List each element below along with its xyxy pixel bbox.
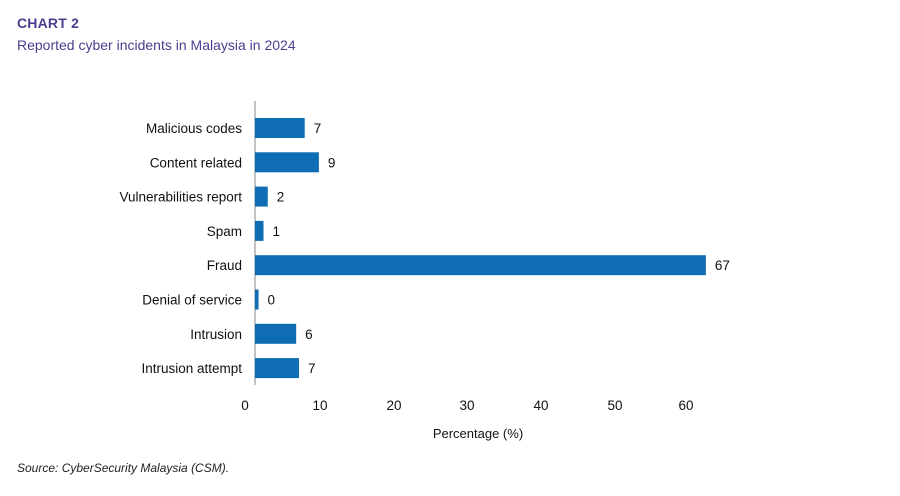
bar bbox=[255, 152, 319, 173]
data-label: 1 bbox=[273, 224, 281, 239]
category-label: Intrusion attempt bbox=[141, 361, 242, 376]
x-tick-labels: 0 10 20 30 40 50 60 bbox=[241, 398, 693, 413]
bar bbox=[255, 358, 300, 379]
bar bbox=[255, 289, 259, 310]
chart-label: CHART 2 bbox=[17, 15, 80, 31]
data-label: 0 bbox=[268, 293, 276, 308]
bar bbox=[255, 118, 305, 138]
data-label: 6 bbox=[305, 327, 313, 342]
x-tick-label: 0 bbox=[241, 398, 249, 413]
x-tick-label: 10 bbox=[312, 398, 327, 413]
category-label: Denial of service bbox=[142, 293, 242, 308]
source-note: Source: CyberSecurity Malaysia (CSM). bbox=[17, 461, 230, 475]
x-tick-label: 30 bbox=[459, 398, 474, 413]
category-label: Spam bbox=[207, 224, 242, 239]
category-label: Content related bbox=[150, 155, 242, 170]
bars bbox=[255, 118, 706, 379]
category-labels: Malicious codes Content related Vulnerabil… bbox=[119, 121, 242, 376]
bar bbox=[255, 186, 268, 207]
bar bbox=[255, 323, 297, 344]
chart-title: Reported cyber incidents in Malaysia in … bbox=[17, 37, 296, 53]
x-tick-label: 20 bbox=[386, 398, 401, 413]
x-tick-label: 50 bbox=[607, 398, 622, 413]
category-label: Intrusion bbox=[190, 327, 242, 342]
bar bbox=[255, 255, 706, 276]
category-label: Malicious codes bbox=[146, 121, 242, 136]
data-label: 67 bbox=[715, 258, 730, 273]
data-label: 9 bbox=[328, 155, 336, 170]
data-label: 7 bbox=[314, 121, 322, 136]
x-axis-title: Percentage (%) bbox=[433, 426, 523, 441]
data-label: 2 bbox=[277, 190, 285, 205]
x-tick-label: 60 bbox=[678, 398, 693, 413]
category-label: Fraud bbox=[207, 258, 242, 273]
category-label: Vulnerabilities report bbox=[119, 190, 242, 205]
x-tick-label: 40 bbox=[533, 398, 548, 413]
data-label: 7 bbox=[308, 361, 316, 376]
bar bbox=[255, 220, 264, 241]
